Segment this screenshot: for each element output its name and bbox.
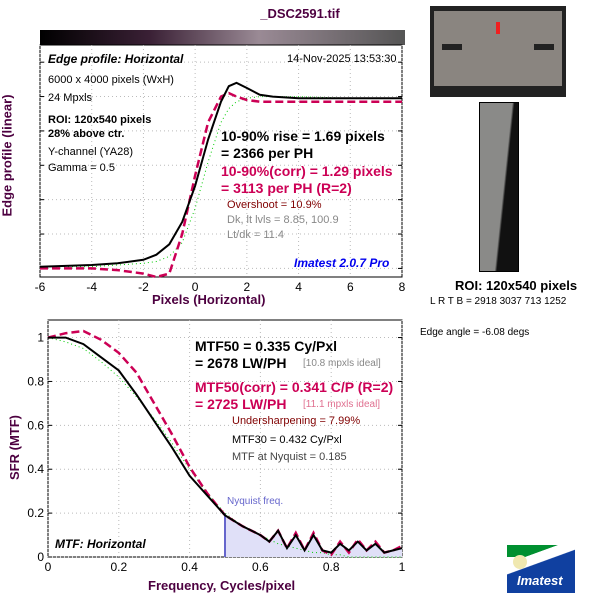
x-tick-label: 0.2 xyxy=(110,560,127,574)
roi-lrtb: L R T B = 2918 3037 713 1252 xyxy=(430,296,567,307)
edge-plot-title: Edge profile: Horizontal xyxy=(48,52,184,66)
info-roi: ROI: 120x540 pixels xyxy=(48,114,152,126)
x-tick-label: 0.8 xyxy=(323,560,340,574)
imatest-logo: Imatest xyxy=(507,545,575,593)
mtf50: MTF50 = 0.335 Cy/Pxl xyxy=(195,338,338,354)
mtf50-corr-ideal: [11.1 mpxls ideal] xyxy=(303,399,381,410)
x-tick-label: -6 xyxy=(35,280,46,294)
mtf50-lwph: = 2678 LW/PH xyxy=(195,355,287,371)
y-tick-label: 1 xyxy=(37,331,44,345)
mtf-plot-title: MTF: Horizontal xyxy=(55,537,146,551)
plot-frame-0 xyxy=(39,44,403,278)
series-measured-line xyxy=(48,336,403,554)
series-corrected-line xyxy=(40,91,402,279)
x-tick-label: 8 xyxy=(399,280,406,294)
mtf50-ideal: [10.8 mpxls ideal] xyxy=(303,358,381,369)
rise-result: 10-90% rise = 1.69 pixels xyxy=(221,128,385,144)
logo-text: Imatest xyxy=(517,573,563,588)
info-channel: Y-channel (YA28) xyxy=(48,146,133,158)
timestamp: 14-Nov-2025 13:53:30 xyxy=(287,53,397,65)
mtf30: MTF30 = 0.432 Cy/Pxl xyxy=(232,434,342,446)
undersharpening: Undersharpening = 7.99% xyxy=(232,415,361,427)
y-tick-label: 0.8 xyxy=(27,374,44,388)
x-tick-label: 0.4 xyxy=(181,560,198,574)
y-tick-label: 0.6 xyxy=(27,418,44,432)
y-tick-label: 0.2 xyxy=(27,506,44,520)
nyquist-label: Nyquist freq. xyxy=(227,496,284,507)
info-dimensions: 6000 x 4000 pixels (WxH) xyxy=(48,74,174,86)
info-gamma: Gamma = 0.5 xyxy=(48,162,115,174)
roi-image xyxy=(479,102,519,272)
mtf-nyquist: MTF at Nyquist = 0.185 xyxy=(232,451,347,463)
lt-dk-ratio: Lt/dk = 11.4 xyxy=(227,229,284,241)
roi-title: ROI: 120x540 pixels xyxy=(455,278,578,293)
chart-thumbnail xyxy=(430,6,566,97)
rise-corr-result: 10-90%(corr) = 1.29 pixels xyxy=(221,163,393,179)
x-tick-label: 6 xyxy=(347,280,354,294)
overshoot: Overshoot = 10.9% xyxy=(227,199,322,211)
mtf50-corr: MTF50(corr) = 0.341 C/P (R=2) xyxy=(195,379,394,395)
info-position: 28% above ctr. xyxy=(48,128,125,140)
edge-xlabel: Pixels (Horizontal) xyxy=(152,292,266,307)
mtf-xlabel: Frequency, Cycles/pixel xyxy=(148,578,296,593)
gradient-bar xyxy=(40,30,405,45)
y-tick-label: 0 xyxy=(37,550,44,564)
dk-lt-levels: Dk, lt lvls = 8.85, 100.9 xyxy=(227,214,339,226)
edge-angle: Edge angle = -6.08 degs xyxy=(420,327,530,338)
x-tick-label: 2 xyxy=(244,280,251,294)
imatest-version: Imatest 2.0.7 Pro xyxy=(294,256,390,270)
mtf-ylabel: SFR (MTF) xyxy=(6,415,22,480)
edge-ylabel: Edge profile (linear) xyxy=(0,94,15,217)
x-tick-label: 0.6 xyxy=(252,560,269,574)
x-tick-label: 1 xyxy=(399,560,406,574)
series-measured-line xyxy=(39,81,402,268)
info-mpxls: 24 Mpxls xyxy=(48,92,93,104)
x-tick-label: 4 xyxy=(295,280,302,294)
series-reference-line xyxy=(47,337,402,558)
x-tick-label: -2 xyxy=(138,280,149,294)
mtf50-corr-lwph: = 2725 LW/PH xyxy=(195,396,287,412)
x-tick-label: 0 xyxy=(192,280,199,294)
x-tick-label: -4 xyxy=(86,280,97,294)
rise-per-ph: = 2366 per PH xyxy=(221,145,314,161)
file-title: _DSC2591.tif xyxy=(260,6,340,21)
y-tick-label: 0.4 xyxy=(27,462,44,476)
rise-corr-per-ph: = 3113 per PH (R=2) xyxy=(221,180,352,196)
x-tick-label: 0 xyxy=(45,560,52,574)
